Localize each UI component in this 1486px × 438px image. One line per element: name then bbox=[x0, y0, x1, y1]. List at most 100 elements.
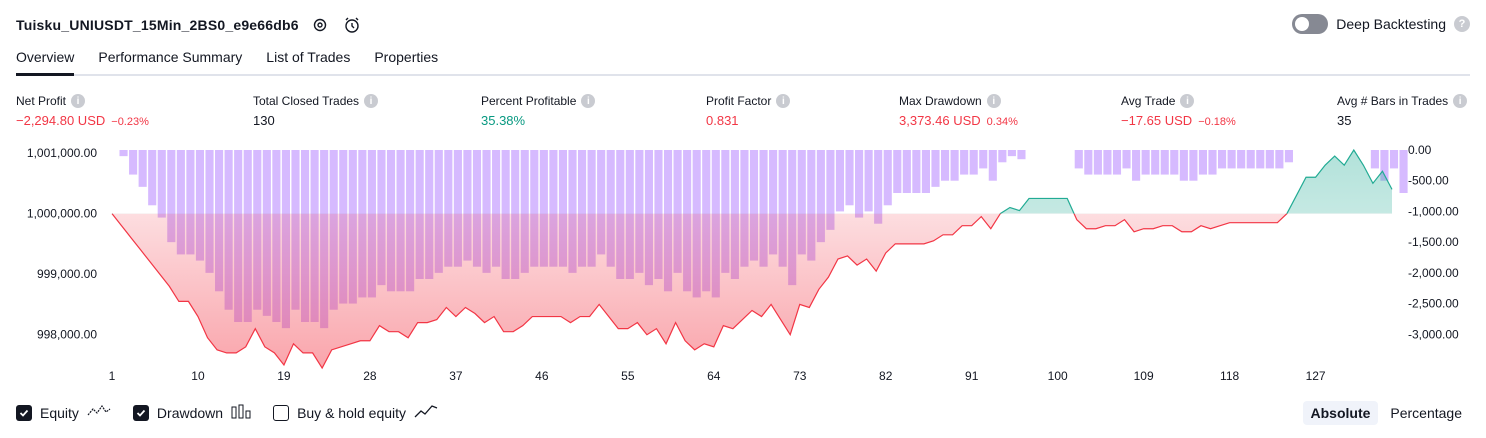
drawdown-bars-icon bbox=[231, 403, 251, 422]
info-icon[interactable]: i bbox=[1180, 94, 1195, 108]
drawdown-bar bbox=[549, 150, 558, 267]
drawdown-bar bbox=[1170, 150, 1179, 175]
legend-buy-hold-equity[interactable]: Buy & hold equity bbox=[273, 403, 438, 422]
legend-label: Buy & hold equity bbox=[297, 404, 407, 421]
right-axis-label: -2,000.00 bbox=[1408, 266, 1459, 280]
drawdown-bar bbox=[874, 150, 883, 224]
x-tick-label: 1 bbox=[109, 369, 116, 383]
drawdown-bar bbox=[1112, 150, 1122, 175]
drawdown-bar bbox=[1122, 150, 1131, 169]
checkbox-unchecked-icon[interactable] bbox=[273, 404, 290, 421]
tab-overview[interactable]: Overview bbox=[16, 48, 75, 76]
drawdown-bar bbox=[578, 150, 587, 267]
drawdown-bar bbox=[530, 150, 539, 267]
metric-label: Percent Profitable bbox=[481, 94, 577, 108]
info-icon[interactable]: i bbox=[71, 94, 86, 108]
metric-label: Net Profit bbox=[16, 94, 67, 108]
drawdown-bar bbox=[816, 150, 825, 243]
drawdown-bar bbox=[1265, 150, 1274, 169]
metric-percent: 0.34% bbox=[986, 116, 1018, 128]
drawdown-bar bbox=[893, 150, 902, 193]
alarm-clock-icon[interactable] bbox=[341, 14, 363, 36]
drawdown-bar bbox=[1179, 150, 1188, 181]
legend-label: Equity bbox=[40, 404, 79, 421]
info-icon[interactable]: i bbox=[364, 94, 379, 108]
drawdown-bar bbox=[1237, 150, 1246, 169]
drawdown-bar bbox=[1189, 150, 1198, 181]
help-icon[interactable]: ? bbox=[1454, 16, 1470, 32]
info-icon[interactable]: i bbox=[776, 94, 791, 108]
info-icon[interactable]: i bbox=[581, 94, 596, 108]
metric-total-closed-trades: Total Closed Trades i 130 bbox=[253, 94, 379, 128]
equity-line-below bbox=[111, 213, 1288, 370]
metric-label: Total Closed Trades bbox=[253, 94, 360, 108]
drawdown-bar bbox=[558, 150, 568, 267]
checkbox-checked-icon[interactable] bbox=[132, 404, 149, 421]
info-icon[interactable]: i bbox=[1453, 94, 1468, 108]
equity-drawdown-chart[interactable]: 1,001,000.00 1,000,000.00 999,000.00 998,00… bbox=[0, 140, 1486, 395]
drawdown-bar bbox=[520, 150, 529, 273]
x-tick-label: 28 bbox=[363, 369, 377, 383]
drawdown-bar bbox=[157, 150, 166, 218]
tab-list-of-trades[interactable]: List of Trades bbox=[266, 49, 351, 65]
drawdown-bar bbox=[1380, 150, 1389, 181]
metric-label: Profit Factor bbox=[706, 94, 772, 108]
legend-equity[interactable]: Equity bbox=[16, 403, 111, 422]
metric-value: 35 bbox=[1337, 113, 1352, 128]
deep-backtesting-toggle[interactable] bbox=[1292, 14, 1329, 34]
metric-value: 35.38% bbox=[481, 113, 526, 128]
mode-percentage[interactable]: Percentage bbox=[1390, 405, 1462, 421]
drawdown-bar bbox=[969, 150, 978, 175]
mode-absolute[interactable]: Absolute bbox=[1302, 401, 1379, 425]
drawdown-bar bbox=[167, 150, 176, 243]
drawdown-bar bbox=[119, 150, 128, 157]
drawdown-bar bbox=[721, 150, 730, 273]
tab-performance-summary[interactable]: Performance Summary bbox=[98, 49, 243, 65]
x-tick-label: 46 bbox=[535, 369, 549, 383]
metric-percent-profitable: Percent Profitable i 35.38% bbox=[481, 94, 596, 128]
metric-percent: −0.23% bbox=[111, 116, 149, 128]
drawdown-bar bbox=[195, 150, 205, 261]
drawdown-bar bbox=[444, 150, 453, 267]
drawdown-bar bbox=[931, 150, 940, 187]
drawdown-bar bbox=[921, 150, 930, 193]
right-axis-label: 0.00 bbox=[1408, 143, 1432, 157]
drawdown-bar bbox=[205, 150, 214, 273]
metric-percent: −0.18% bbox=[1198, 116, 1236, 128]
drawdown-bar bbox=[902, 150, 911, 193]
drawdown-bar bbox=[1246, 150, 1255, 169]
drawdown-bar bbox=[988, 150, 997, 181]
left-axis-label: 999,000.00 bbox=[37, 267, 97, 281]
drawdown-bar bbox=[1198, 150, 1208, 175]
x-tick-label: 37 bbox=[449, 369, 463, 383]
buy-hold-line-icon bbox=[414, 403, 438, 422]
checkbox-checked-icon[interactable] bbox=[16, 404, 32, 421]
drawdown-bar bbox=[1132, 150, 1141, 181]
drawdown-bar bbox=[797, 150, 806, 255]
drawdown-bar bbox=[635, 150, 644, 273]
drawdown-bar bbox=[1074, 150, 1083, 169]
drawdown-bar bbox=[1275, 150, 1284, 169]
drawdown-bar bbox=[749, 150, 759, 261]
legend-label: Drawdown bbox=[156, 404, 224, 421]
drawdown-bar bbox=[597, 150, 606, 255]
drawdown-bar bbox=[568, 150, 577, 273]
right-axis-label: -2,500.00 bbox=[1408, 297, 1459, 311]
drawdown-bar bbox=[1218, 150, 1227, 169]
drawdown-bar bbox=[835, 150, 845, 212]
metric-value: 0.831 bbox=[706, 113, 739, 128]
drawdown-bar bbox=[492, 150, 501, 267]
drawdown-bar bbox=[1007, 150, 1016, 157]
drawdown-bar bbox=[845, 150, 854, 206]
drawdown-bar bbox=[453, 150, 462, 267]
drawdown-bar bbox=[1284, 150, 1293, 163]
tab-properties[interactable]: Properties bbox=[374, 49, 439, 65]
info-icon[interactable]: i bbox=[986, 94, 1001, 108]
drawdown-bar bbox=[769, 150, 778, 255]
legend-drawdown[interactable]: Drawdown bbox=[132, 403, 251, 422]
settings-icon[interactable] bbox=[309, 14, 331, 36]
deep-backtesting: Deep Backtesting ? bbox=[1292, 14, 1470, 34]
drawdown-bar bbox=[1370, 150, 1379, 169]
drawdown-bar bbox=[883, 150, 892, 206]
drawdown-bar bbox=[864, 150, 873, 212]
